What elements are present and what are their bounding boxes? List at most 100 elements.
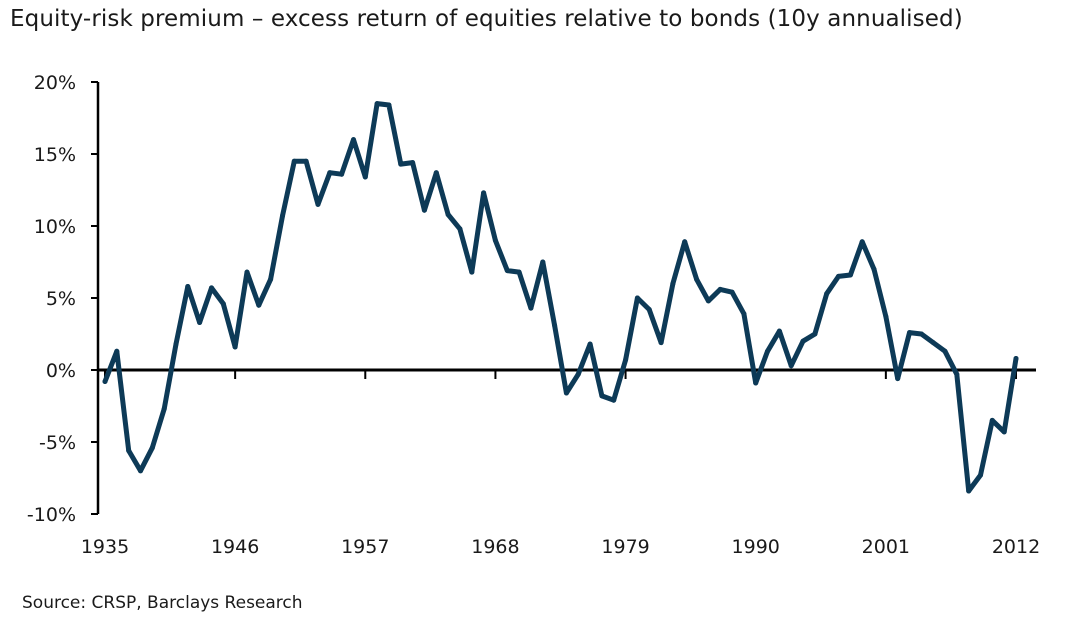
x-tick-label: 1990 bbox=[732, 536, 780, 558]
y-tick-label: 15% bbox=[34, 144, 76, 166]
data-point bbox=[895, 376, 901, 382]
data-point bbox=[386, 102, 392, 108]
y-tick-label: 0% bbox=[46, 360, 76, 382]
data-point bbox=[244, 269, 250, 275]
x-tick-label: 1968 bbox=[471, 536, 519, 558]
data-point bbox=[670, 281, 676, 287]
data-point bbox=[694, 276, 700, 282]
data-point bbox=[138, 468, 143, 474]
series-line bbox=[102, 101, 1019, 494]
data-point bbox=[114, 348, 120, 354]
data-point bbox=[563, 390, 569, 396]
data-point bbox=[410, 160, 416, 166]
data-point bbox=[883, 314, 889, 320]
data-point bbox=[859, 239, 865, 245]
x-tick-label: 1935 bbox=[81, 536, 129, 558]
data-point bbox=[445, 212, 451, 217]
data-point bbox=[126, 448, 132, 454]
data-point bbox=[481, 190, 487, 196]
y-tick-label: 10% bbox=[34, 216, 76, 238]
data-point bbox=[717, 286, 723, 292]
data-point bbox=[433, 170, 439, 176]
source-note: Source: CRSP, Barclays Research bbox=[22, 593, 303, 613]
data-point bbox=[374, 101, 380, 107]
data-point bbox=[540, 259, 546, 265]
data-point bbox=[930, 340, 936, 346]
data-point bbox=[102, 379, 108, 384]
data-point bbox=[989, 417, 995, 423]
data-point bbox=[1001, 429, 1007, 435]
data-point bbox=[575, 371, 581, 377]
data-point bbox=[528, 305, 534, 311]
data-point bbox=[836, 273, 841, 279]
data-point bbox=[185, 284, 191, 289]
data-point bbox=[457, 226, 463, 232]
data-point bbox=[634, 295, 640, 301]
data-point bbox=[587, 341, 593, 347]
data-point bbox=[658, 340, 664, 346]
data-point bbox=[800, 338, 806, 344]
data-point bbox=[398, 161, 404, 167]
data-point bbox=[847, 272, 853, 278]
data-point bbox=[741, 311, 747, 317]
y-tick-label: 20% bbox=[34, 72, 76, 94]
data-point bbox=[623, 357, 629, 363]
x-tick-label: 1957 bbox=[341, 536, 389, 558]
chart-title: Equity-risk premium – excess return of e… bbox=[10, 6, 963, 32]
data-point bbox=[729, 289, 735, 295]
data-point bbox=[351, 137, 356, 143]
data-point bbox=[765, 348, 770, 354]
data-point bbox=[552, 322, 558, 328]
x-tick-label: 2001 bbox=[862, 536, 910, 558]
data-point bbox=[871, 266, 877, 272]
data-point bbox=[197, 320, 203, 325]
data-point bbox=[362, 174, 368, 180]
data-point bbox=[339, 171, 345, 177]
data-point bbox=[492, 237, 498, 243]
data-point bbox=[954, 371, 960, 377]
data-point bbox=[161, 406, 167, 412]
data-point bbox=[280, 213, 285, 219]
data-point bbox=[705, 298, 711, 304]
y-tick-label: -10% bbox=[27, 504, 76, 526]
data-point bbox=[315, 201, 321, 207]
data-point bbox=[646, 307, 652, 312]
data-point bbox=[788, 363, 794, 369]
x-tick-label: 1946 bbox=[211, 536, 259, 558]
data-point bbox=[327, 170, 333, 176]
data-point bbox=[978, 472, 983, 478]
data-point bbox=[220, 301, 226, 307]
data-point bbox=[209, 285, 214, 291]
data-point bbox=[918, 331, 924, 337]
data-point bbox=[149, 445, 155, 451]
data-point bbox=[268, 276, 274, 282]
data-point bbox=[173, 341, 179, 347]
data-point bbox=[232, 344, 238, 350]
x-tick-label: 2012 bbox=[992, 536, 1040, 558]
data-point bbox=[516, 269, 522, 275]
data-point bbox=[966, 488, 972, 494]
data-point bbox=[469, 269, 475, 275]
data-point bbox=[611, 397, 617, 403]
y-tick-label: -5% bbox=[39, 432, 76, 454]
data-point bbox=[776, 328, 782, 334]
y-axis-ticks: 20% 15% 10% 5% 0% -5% -10% bbox=[27, 72, 98, 526]
y-tick-label: 5% bbox=[46, 288, 76, 310]
data-point bbox=[599, 393, 605, 399]
data-point bbox=[812, 331, 818, 337]
data-point bbox=[256, 302, 262, 308]
data-point bbox=[907, 330, 912, 336]
data-point bbox=[1013, 356, 1019, 361]
x-tick-label: 1979 bbox=[601, 536, 649, 558]
data-point bbox=[753, 380, 759, 386]
x-axis-ticks: 1935 1946 1957 1968 1979 1990 2001 2012 bbox=[81, 370, 1040, 558]
data-point bbox=[942, 348, 948, 354]
data-points bbox=[102, 101, 1019, 494]
data-point bbox=[291, 158, 297, 164]
data-point bbox=[682, 239, 688, 245]
data-point bbox=[824, 291, 830, 297]
data-point bbox=[504, 268, 510, 274]
data-point bbox=[421, 207, 427, 213]
data-point bbox=[303, 158, 309, 164]
